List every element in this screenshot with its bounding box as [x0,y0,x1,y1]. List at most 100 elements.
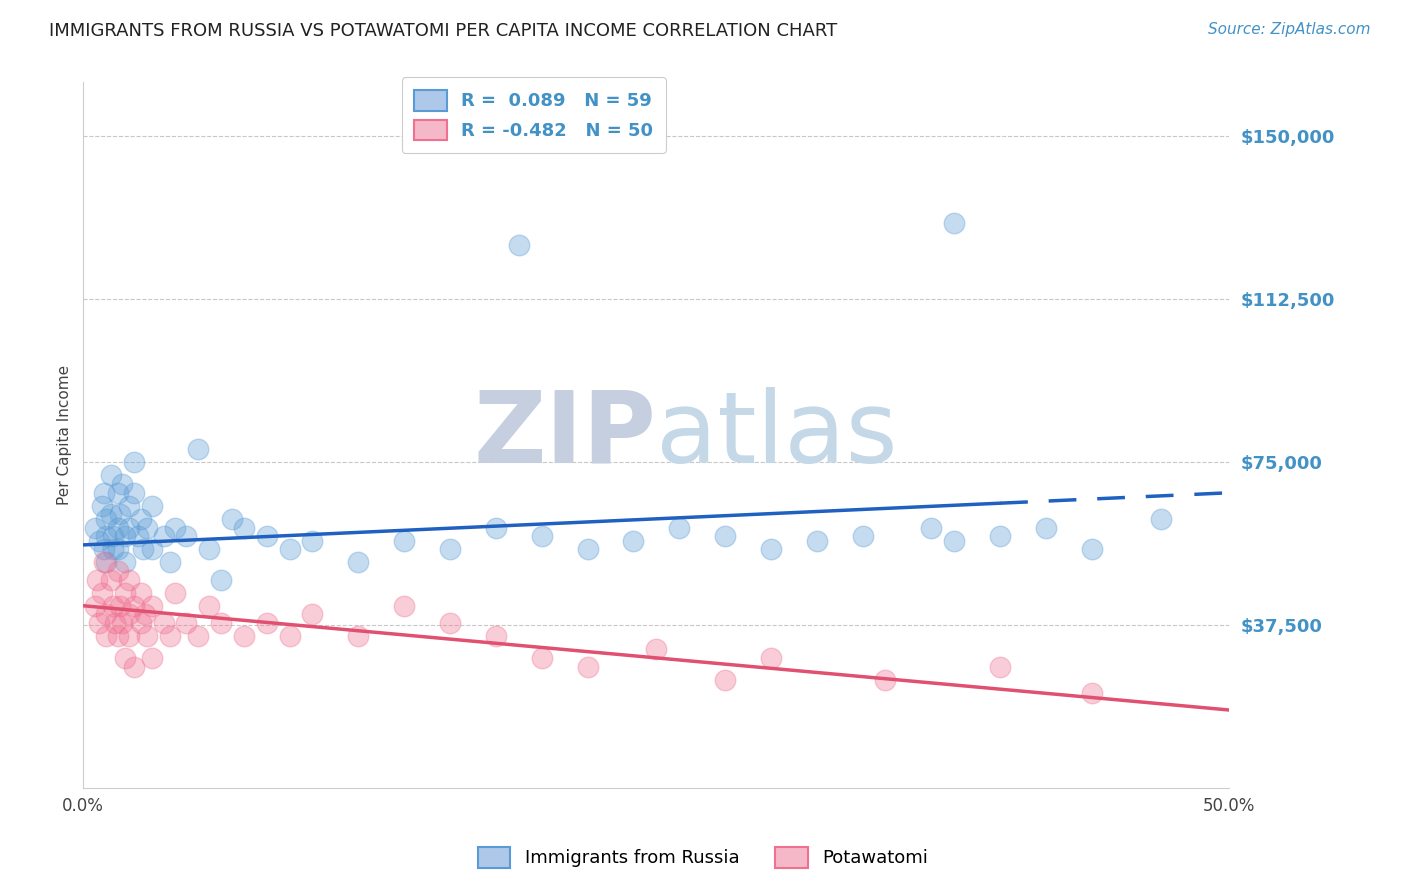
Point [122,659,145,673]
Point [187,629,209,643]
Point [152,529,174,543]
Point [530,529,553,543]
Point [96,555,118,569]
Point [301,607,323,622]
Point [101,599,124,613]
Point [107,629,129,643]
Point [141,542,163,557]
Point [86,573,108,587]
Point [508,238,530,252]
Point [114,529,136,543]
Point [141,499,163,513]
Point [89,616,111,631]
Point [278,629,301,643]
Point [141,599,163,613]
Point [806,533,828,548]
Point [187,442,209,457]
Point [129,512,152,526]
Point [108,508,131,522]
Point [392,599,415,613]
Point [256,529,278,543]
Point [83,520,105,534]
Point [136,629,159,643]
Point [93,555,115,569]
Point [83,599,105,613]
Point [1149,512,1171,526]
Point [621,533,644,548]
Point [122,599,145,613]
Point [114,651,136,665]
Point [114,585,136,599]
Point [100,508,122,522]
Point [129,585,152,599]
Point [232,520,254,534]
Point [89,533,111,548]
Point [111,477,134,491]
Point [96,629,118,643]
Point [108,599,131,613]
Point [875,673,897,687]
Point [485,629,508,643]
Point [256,616,278,631]
Y-axis label: Per Capita Income: Per Capita Income [58,365,72,505]
Point [988,529,1011,543]
Point [439,616,461,631]
Point [118,520,141,534]
Point [301,533,323,548]
Point [96,529,118,543]
Point [232,629,254,643]
Point [347,629,370,643]
Point [152,616,174,631]
Point [107,485,129,500]
Point [576,542,599,557]
Legend: Immigrants from Russia, Potawatomi: Immigrants from Russia, Potawatomi [467,836,939,879]
Point [134,607,156,622]
Text: IMMIGRANTS FROM RUSSIA VS POTAWATOMI PER CAPITA INCOME CORRELATION CHART: IMMIGRANTS FROM RUSSIA VS POTAWATOMI PER… [49,22,838,40]
Point [132,542,155,557]
Point [118,499,141,513]
Point [107,520,129,534]
Point [439,542,461,557]
Text: ZIP: ZIP [474,387,657,483]
Point [392,533,415,548]
Point [93,542,115,557]
Point [90,585,112,599]
Point [90,499,112,513]
Point [485,520,508,534]
Point [101,529,124,543]
Point [122,455,145,469]
Point [988,659,1011,673]
Point [176,616,198,631]
Point [943,216,966,230]
Point [209,573,232,587]
Point [118,573,141,587]
Point [943,533,966,548]
Point [118,607,141,622]
Point [1080,685,1102,699]
Point [920,520,942,534]
Point [347,555,370,569]
Point [714,529,737,543]
Point [278,542,301,557]
Point [221,512,243,526]
Point [96,512,118,526]
Point [851,529,873,543]
Point [101,542,124,557]
Point [136,520,159,534]
Point [107,542,129,557]
Point [111,616,134,631]
Point [163,585,186,599]
Point [122,485,145,500]
Point [759,651,782,665]
Point [104,616,127,631]
Point [127,529,149,543]
Point [209,616,232,631]
Point [159,629,181,643]
Point [759,542,782,557]
Point [93,485,115,500]
Point [100,573,122,587]
Point [176,529,198,543]
Text: Source: ZipAtlas.com: Source: ZipAtlas.com [1208,22,1371,37]
Point [645,642,668,657]
Point [668,520,690,534]
